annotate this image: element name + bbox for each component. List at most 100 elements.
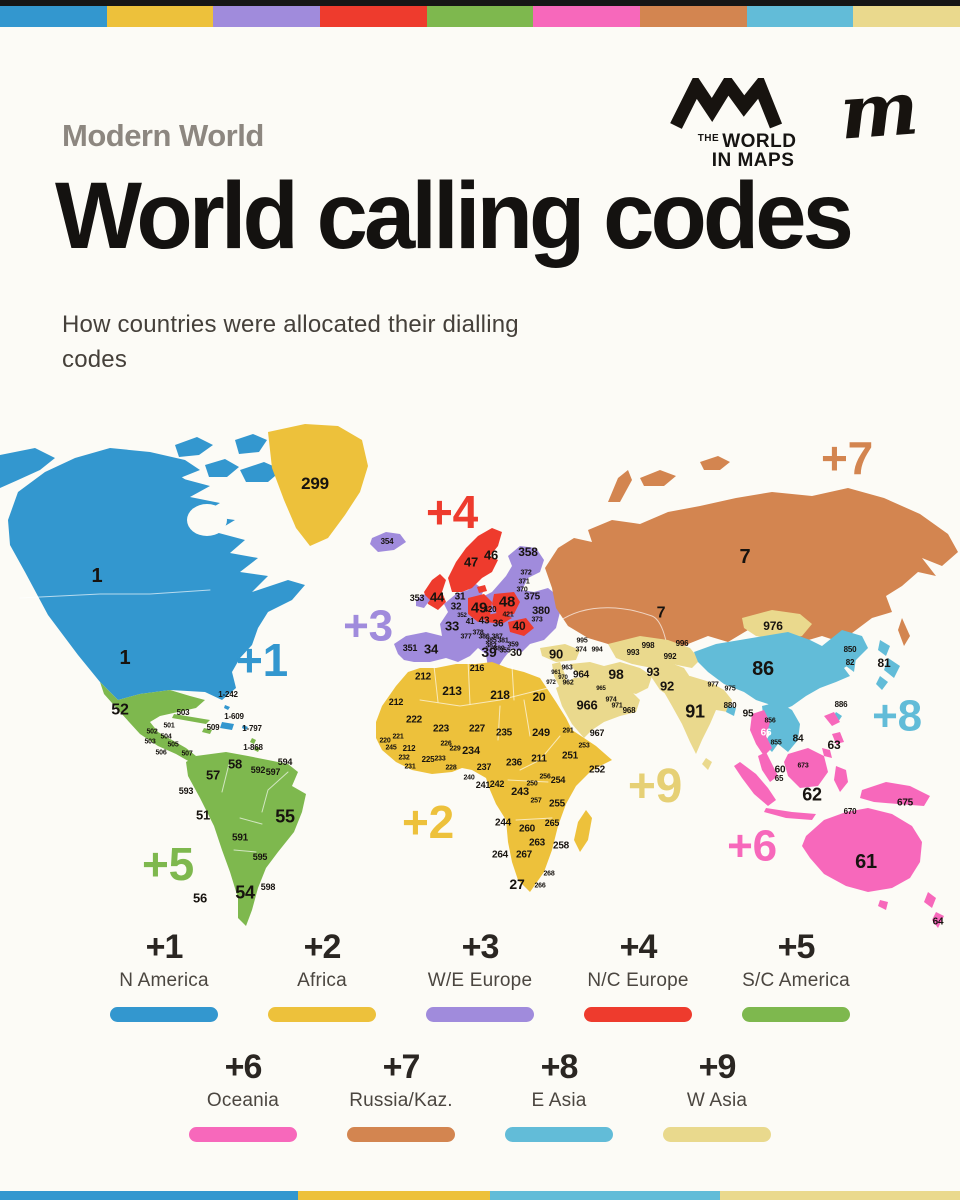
map-code-label: 241 [476, 780, 491, 790]
map-code-label: 377 [460, 633, 471, 640]
map-code-label: 503 [144, 738, 155, 745]
legend-code: +7 [382, 1048, 421, 1086]
map-code-label: 252 [589, 765, 606, 776]
map-code-label: 49 [471, 599, 487, 616]
map-code-label: 234 [462, 745, 481, 757]
world-map: +1 +2 +3 +4 +5 +6 +7 +8 +9 1 1 299 52 7 7 86 91 61 62 55 54 5… [0, 415, 960, 945]
region-north-america [0, 434, 305, 700]
map-code-label: 1 [120, 647, 131, 669]
logo-the: THE [697, 133, 720, 144]
map-code-label: 258 [553, 841, 570, 852]
map-code-label: 229 [449, 745, 460, 752]
map-code-label: 381 [497, 637, 508, 644]
map-code-label: 237 [477, 762, 492, 772]
map-code-label: 56 [193, 891, 207, 906]
legend-item-plus8: +8 E Asia [503, 1048, 615, 1142]
map-code-label: 264 [492, 850, 509, 861]
map-code-label: 64 [933, 917, 944, 928]
map-code-label: 503 [177, 708, 190, 717]
stripe-segment [719, 1191, 960, 1200]
map-code-label: 992 [664, 652, 677, 661]
map-code-label: 243 [511, 786, 529, 798]
legend-label: Russia/Kaz. [349, 1090, 453, 1111]
series-kicker: Modern World [62, 118, 264, 153]
legend-label: W Asia [686, 1090, 748, 1111]
map-code-label: 225 [422, 755, 435, 764]
legend-color-pill [505, 1127, 613, 1142]
region-iceland [370, 532, 406, 552]
stripe-segment [297, 1191, 490, 1200]
map-code-label: 378 [472, 629, 483, 636]
map-code-label: 255 [549, 799, 566, 810]
map-code-label: 62 [802, 784, 822, 804]
map-code-label: 421 [502, 611, 513, 618]
map-code-label: 1 [92, 565, 103, 587]
map-code-label: 40 [513, 619, 526, 633]
map-code-label: 370 [516, 586, 527, 593]
stripe-segment [320, 6, 427, 27]
map-code-label: +2 [402, 796, 454, 848]
map-code-label: 63 [828, 738, 841, 752]
legend-item-plus3: +3 W/E Europe [424, 928, 536, 1022]
stripe-segment [533, 6, 641, 27]
map-code-label: 265 [545, 818, 560, 828]
wm-zigzag-icon [669, 78, 782, 129]
legend-code: +6 [224, 1048, 263, 1086]
map-code-label: 43 [479, 616, 490, 627]
map-code-label: 98 [608, 666, 624, 682]
map-code-label: 856 [764, 717, 775, 724]
map-code-label: 850 [844, 645, 857, 654]
map-code-label: 61 [855, 851, 877, 873]
legend-color-pill [426, 1007, 534, 1022]
map-code-label: 373 [531, 616, 542, 623]
map-label-layer: +1 +2 +3 +4 +5 +6 +7 +8 +9 1 1 299 52 7 7 86 91 61 62 55 54 5… [92, 432, 945, 928]
map-code-label: +6 [727, 821, 777, 870]
map-code-label: +7 [821, 432, 873, 484]
map-code-label: 244 [495, 818, 512, 829]
legend-code: +5 [777, 928, 816, 966]
map-code-label: 385 [485, 637, 496, 644]
stripe-segment [0, 1191, 298, 1200]
stripe-segment [746, 6, 854, 27]
map-code-label: 226 [440, 740, 451, 747]
region-africa [376, 659, 612, 892]
map-code-label: +1 [236, 634, 288, 686]
region-south-america [186, 752, 306, 926]
map-code-label: 249 [532, 727, 550, 739]
map-code-label: 66 [761, 728, 772, 739]
legend-label: N/C Europe [587, 970, 689, 991]
map-code-label: 1-609 [224, 712, 244, 721]
map-code-label: 93 [647, 665, 660, 679]
map-code-label: 27 [509, 876, 525, 892]
map-code-label: 591 [232, 833, 249, 844]
map-code-label: +4 [426, 486, 479, 538]
map-code-label: 216 [470, 663, 485, 673]
map-code-label: 41 [466, 617, 475, 626]
legend-color-pill [742, 1007, 850, 1022]
map-code-label: 47 [464, 555, 478, 570]
map-code-label: 36 [493, 619, 504, 630]
legend-color-pill [347, 1127, 455, 1142]
map-code-label: 228 [445, 764, 456, 771]
map-code-label: 51 [196, 808, 210, 823]
stripe-segment [0, 6, 107, 27]
legend-code: +8 [540, 1048, 579, 1086]
legend-label: E Asia [531, 1090, 587, 1111]
map-code-label: 594 [278, 757, 293, 767]
top-color-stripe [0, 0, 960, 27]
legend-label: Africa [297, 970, 347, 991]
map-code-label: 372 [520, 569, 531, 576]
map-code-label: 996 [676, 639, 689, 648]
map-code-label: 354 [381, 537, 394, 546]
stripe-segment [640, 6, 747, 27]
map-code-label: 505 [167, 741, 178, 748]
map-code-label: 20 [533, 690, 546, 704]
map-code-label: 993 [627, 648, 640, 657]
region-east-asia [694, 630, 900, 752]
map-code-label: +3 [343, 601, 393, 650]
map-code-label: 39 [481, 644, 497, 660]
legend-code: +2 [303, 928, 342, 966]
map-code-label: 212 [389, 697, 404, 707]
map-code-label: +5 [142, 838, 194, 890]
map-code-label: 353 [410, 593, 425, 603]
